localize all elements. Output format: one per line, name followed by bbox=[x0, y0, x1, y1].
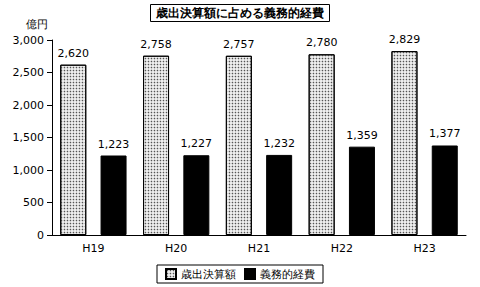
svg-text:H22: H22 bbox=[331, 242, 353, 255]
svg-text:義務的経費: 義務的経費 bbox=[260, 268, 315, 281]
svg-text:2,500: 2,500 bbox=[13, 66, 45, 79]
svg-text:2,829: 2,829 bbox=[389, 33, 421, 46]
svg-text:H21: H21 bbox=[248, 242, 270, 255]
svg-text:1,000: 1,000 bbox=[13, 164, 45, 177]
svg-text:2,620: 2,620 bbox=[58, 47, 90, 60]
svg-text:H19: H19 bbox=[82, 242, 104, 255]
svg-text:1,227: 1,227 bbox=[181, 137, 213, 150]
svg-text:1,223: 1,223 bbox=[98, 138, 130, 151]
svg-text:1,232: 1,232 bbox=[263, 137, 295, 150]
svg-text:1,377: 1,377 bbox=[429, 127, 461, 140]
svg-text:歳出決算額: 歳出決算額 bbox=[181, 268, 236, 281]
svg-text:3,000: 3,000 bbox=[13, 34, 45, 47]
svg-text:H23: H23 bbox=[413, 242, 435, 255]
svg-text:2,758: 2,758 bbox=[140, 38, 172, 51]
svg-text:2,780: 2,780 bbox=[306, 36, 338, 49]
svg-text:H20: H20 bbox=[165, 242, 187, 255]
svg-text:0: 0 bbox=[37, 229, 44, 242]
svg-text:2,000: 2,000 bbox=[13, 99, 45, 112]
svg-text:1,500: 1,500 bbox=[13, 131, 45, 144]
svg-text:500: 500 bbox=[23, 196, 44, 209]
svg-text:歳出決算額に占める義務的経費: 歳出決算額に占める義務的経費 bbox=[155, 6, 324, 20]
svg-text:2,757: 2,757 bbox=[223, 38, 255, 51]
svg-text:1,359: 1,359 bbox=[346, 129, 378, 142]
svg-text:億円: 億円 bbox=[26, 18, 48, 31]
